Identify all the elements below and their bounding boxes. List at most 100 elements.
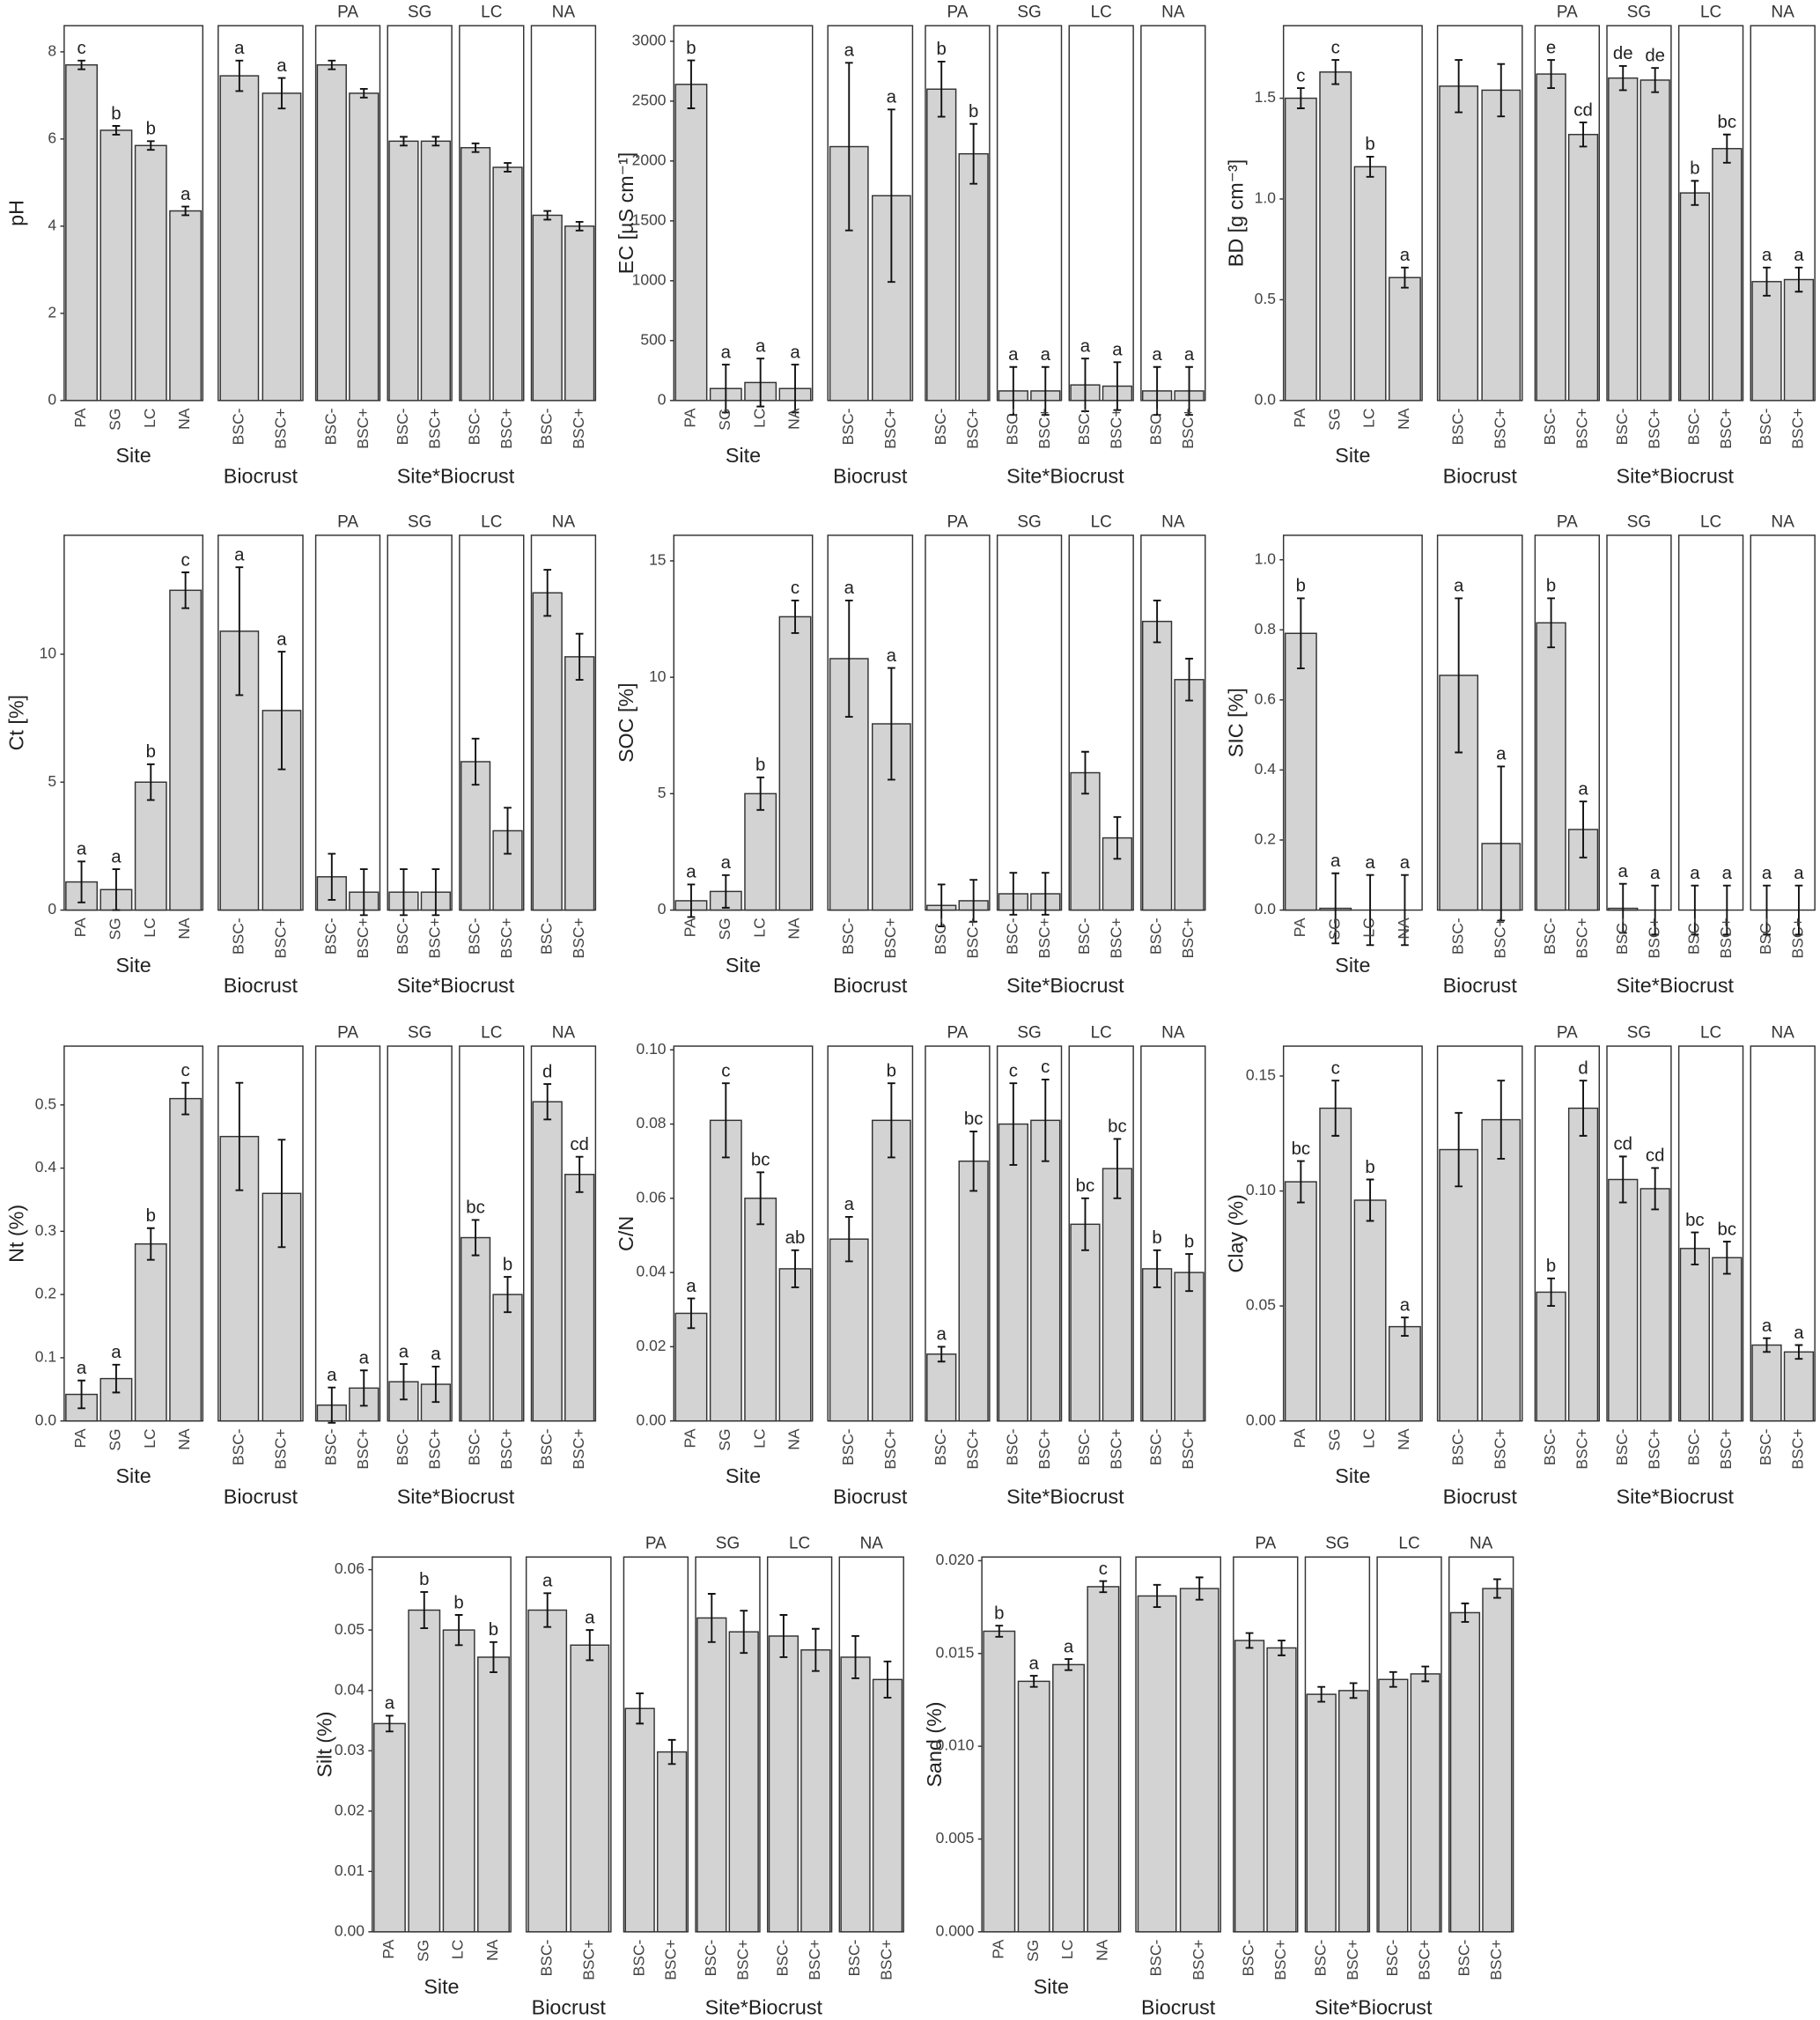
bar <box>1751 281 1782 402</box>
significance-letter: de <box>1645 47 1665 66</box>
x-tick-label: BSC- <box>1613 918 1631 955</box>
facet-label: NA <box>1161 4 1185 22</box>
x-tick-label: BSC+ <box>570 409 587 449</box>
x-tick-label: BSC+ <box>354 409 372 449</box>
y-tick-label: 0.02 <box>335 1801 365 1818</box>
bar <box>778 1268 812 1422</box>
bar <box>840 1656 871 1933</box>
panel-frame <box>387 25 453 402</box>
panel-frame <box>925 25 991 402</box>
facet-label: SG <box>1325 1535 1349 1553</box>
panel-frame <box>766 1556 833 1933</box>
bar <box>1388 276 1421 402</box>
error-bar <box>1691 884 1699 936</box>
error-bar <box>471 142 480 153</box>
significance-letter: c <box>181 550 190 570</box>
x-tick-label: BSC+ <box>570 1428 587 1469</box>
significance-letter: a <box>844 579 855 598</box>
x-axis-title: Biocrust <box>1443 974 1518 997</box>
y-tick-label: 5 <box>48 772 56 790</box>
panel-frame <box>1282 534 1423 911</box>
x-tick-label: LC <box>141 1428 158 1448</box>
bar <box>134 1242 167 1422</box>
error-bar <box>1547 1277 1555 1308</box>
x-tick-label: BSC+ <box>272 409 290 449</box>
error-bar <box>77 860 85 903</box>
error-bar <box>969 1131 978 1192</box>
x-tick-label: BSC- <box>537 1428 555 1465</box>
y-axis-title: Sand (%) <box>923 1701 946 1787</box>
panel-frame <box>1376 1556 1442 1933</box>
bar <box>1087 1586 1120 1933</box>
significance-letter: a <box>431 1345 441 1364</box>
facet-label: LC <box>1091 1023 1112 1042</box>
x-tick-label: BSC- <box>1685 918 1703 955</box>
x-tick-label: LC <box>449 1940 467 1959</box>
significance-letter: a <box>887 88 897 107</box>
x-tick-label: BSC- <box>1075 408 1093 445</box>
error-bar <box>431 1365 440 1404</box>
bar <box>316 63 347 402</box>
y-tick-label: 1.0 <box>1255 549 1277 567</box>
facet-label: NA <box>552 4 576 22</box>
x-tick-label: SG <box>716 409 733 431</box>
significance-letter: a <box>276 630 287 649</box>
significance-letter: de <box>1613 44 1633 63</box>
x-axis-title: Site*Biocrust <box>1006 1485 1124 1508</box>
bar <box>1439 1148 1479 1422</box>
y-tick-label: 0.6 <box>1255 689 1276 707</box>
error-bar <box>1331 1080 1340 1137</box>
y-axis-title: Ct [%] <box>5 695 28 750</box>
x-axis-title: Biocrust <box>833 974 908 997</box>
x-axis-title: Site <box>116 1464 151 1487</box>
x-tick-label: NA <box>1094 1939 1111 1961</box>
significance-letter: b <box>937 40 947 59</box>
significance-letter: cd <box>1613 1135 1632 1154</box>
x-tick-label: BSC+ <box>354 1428 372 1469</box>
error-bar <box>756 1171 765 1226</box>
error-bar <box>1722 884 1731 936</box>
facet-label: SG <box>716 1535 740 1553</box>
facet-label: LC <box>1700 512 1721 531</box>
x-tick-label: BSC- <box>1448 918 1466 955</box>
x-tick-label: BSC+ <box>881 918 899 958</box>
error-bar <box>277 1139 286 1249</box>
error-bar <box>400 136 408 147</box>
error-bar <box>359 1369 368 1407</box>
panel-frame <box>1140 25 1206 402</box>
x-tick-label: BSC+ <box>963 409 981 449</box>
error-bar <box>575 632 584 681</box>
bar <box>983 1630 1016 1933</box>
error-bar <box>1185 658 1193 702</box>
significance-letter: a <box>755 336 766 356</box>
facet-label: NA <box>552 512 576 531</box>
x-tick-label: NA <box>483 1939 501 1961</box>
x-tick-label: BSC- <box>1541 1428 1558 1465</box>
significance-letter: bc <box>751 1151 770 1170</box>
y-tick-label: 0 <box>48 900 56 918</box>
significance-letter: b <box>146 120 156 139</box>
bar <box>420 140 452 402</box>
y-tick-label: 0.010 <box>936 1736 975 1754</box>
error-bar <box>1041 872 1050 916</box>
error-bar <box>844 62 853 232</box>
bar <box>1378 1678 1409 1933</box>
bar <box>65 63 99 402</box>
x-tick-label: BSC- <box>1685 1428 1703 1465</box>
bar <box>674 84 708 402</box>
significance-letter: c <box>1331 38 1340 57</box>
bar <box>388 140 419 402</box>
facet-label: SG <box>1017 512 1041 531</box>
panel-frame <box>217 25 304 402</box>
error-bar <box>181 571 190 609</box>
significance-letter: b <box>146 1206 156 1226</box>
facet-label: PA <box>1557 512 1578 531</box>
x-axis-title: Biocrust <box>224 464 298 487</box>
panel-frame <box>623 1556 689 1933</box>
significance-letter: bc <box>466 1198 485 1218</box>
bar <box>958 1160 989 1422</box>
significance-letter: a <box>1041 345 1051 365</box>
error-bar <box>1497 1080 1506 1160</box>
x-tick-label: BSC+ <box>733 1940 751 1980</box>
